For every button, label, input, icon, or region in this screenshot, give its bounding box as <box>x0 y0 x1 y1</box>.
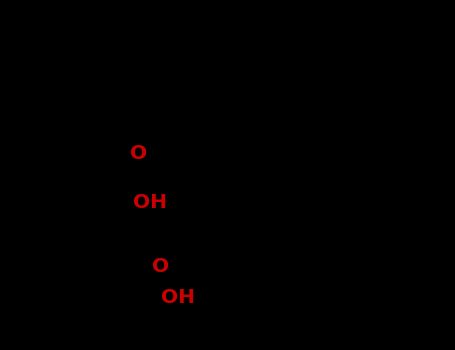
Text: O: O <box>130 145 147 163</box>
Text: O: O <box>152 257 170 275</box>
Text: OH: OH <box>162 288 196 307</box>
Text: OH: OH <box>133 194 167 212</box>
